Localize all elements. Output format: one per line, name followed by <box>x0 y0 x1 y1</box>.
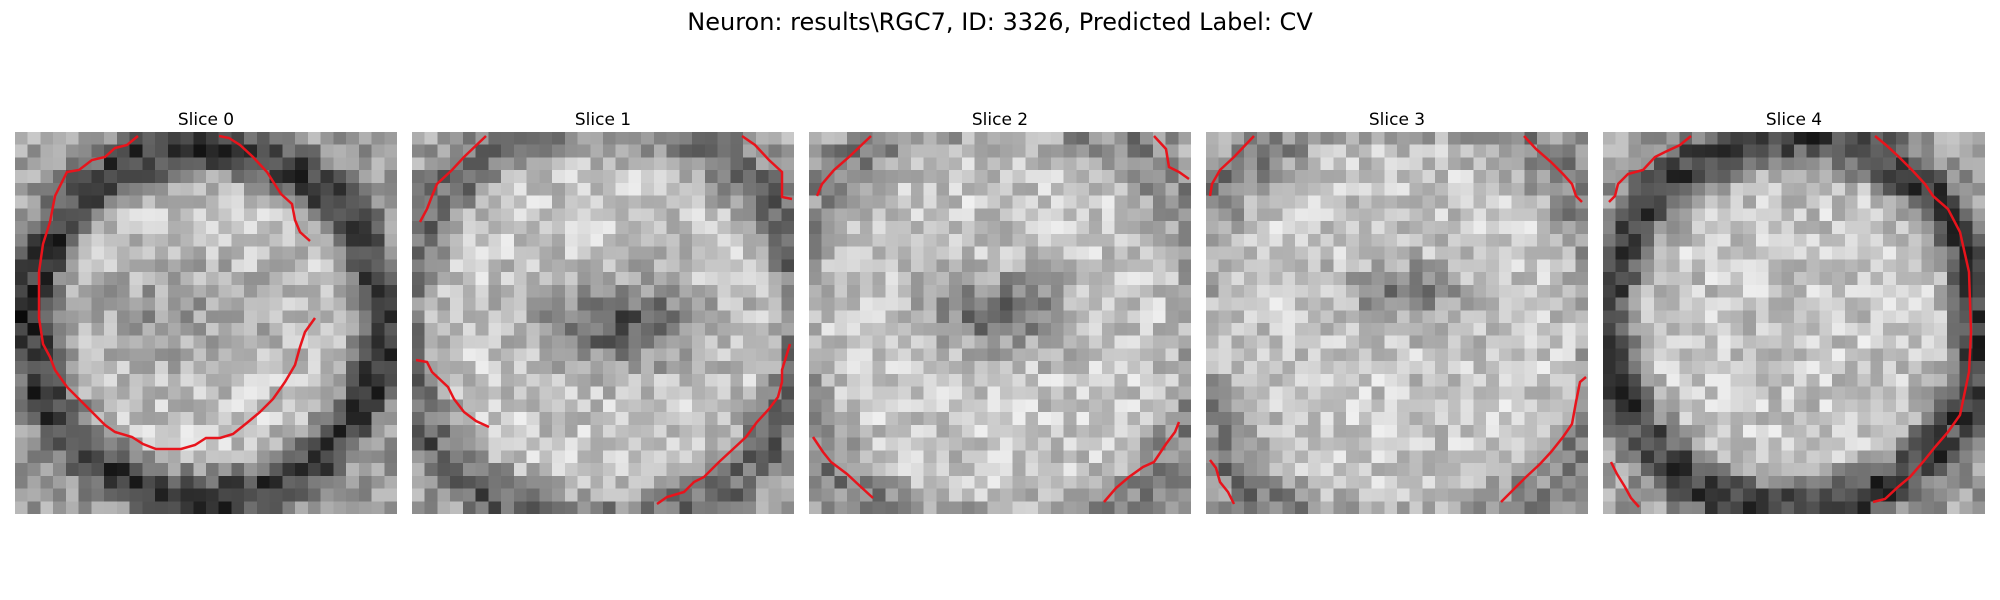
roi-contour <box>811 135 1190 503</box>
slice-panel-0: Slice 0 <box>15 108 397 514</box>
slice-title: Slice 3 <box>1368 110 1426 130</box>
figure-title: Neuron: results\RGC7, ID: 3326, Predicte… <box>687 8 1313 36</box>
slice-image <box>1603 132 1985 514</box>
slice-title: Slice 2 <box>971 110 1029 130</box>
slice-panel-4: Slice 4 <box>1603 108 1985 514</box>
roi-contour <box>37 134 317 451</box>
slice-title: Slice 4 <box>1765 110 1823 130</box>
slice-title: Slice 1 <box>574 110 632 130</box>
slice-image <box>1206 132 1588 514</box>
roi-contour <box>1608 135 1973 508</box>
roi-contour <box>415 134 793 506</box>
slice-panel-3: Slice 3 <box>1206 108 1588 514</box>
roi-contour <box>1208 135 1587 505</box>
slice-image <box>809 132 1191 514</box>
slice-title: Slice 0 <box>177 110 235 130</box>
slice-image <box>15 132 397 514</box>
slice-panel-2: Slice 2 <box>809 108 1191 514</box>
slice-panel-1: Slice 1 <box>412 108 794 514</box>
